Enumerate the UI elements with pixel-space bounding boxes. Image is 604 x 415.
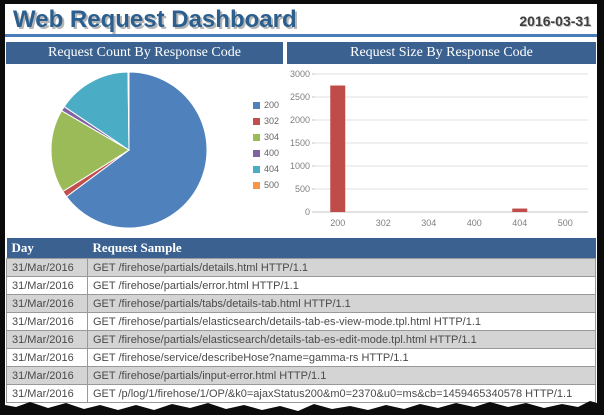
page-title: Web Request Dashboard: [13, 6, 297, 33]
dashboard-header: Web Request Dashboard 2016-03-31: [5, 4, 597, 34]
legend-label: 200: [263, 100, 279, 110]
bar-panel: Request Size By Response Code 0 500 1000 15…: [287, 42, 596, 230]
legend-label: 302: [263, 116, 279, 126]
svg-text:304: 304: [421, 218, 436, 228]
svg-text:2500: 2500: [290, 92, 310, 102]
legend-swatch: [252, 118, 260, 125]
day-cell: 31/Mar/2016: [6, 312, 88, 331]
day-cell: 31/Mar/2016: [6, 276, 88, 295]
svg-text:0: 0: [305, 207, 310, 217]
legend-swatch: [252, 102, 260, 109]
legend-swatch: [252, 134, 260, 141]
request-sample-cell: GET /firehose/service/describeHose?name=…: [87, 348, 596, 367]
pie-slice-304: [50, 110, 130, 193]
bar-200: [330, 85, 346, 212]
day-cell: 31/Mar/2016: [6, 294, 88, 313]
request-table: Day Request Sample 31/Mar/2016 GET /fireh…: [6, 238, 596, 403]
table-row: 31/Mar/2016 GET /firehose/partials/detail…: [6, 258, 596, 277]
request-sample-cell: GET /firehose/partials/elasticsearch/det…: [87, 312, 596, 331]
table-row: 31/Mar/2016 GET /firehose/partials/error.…: [6, 276, 596, 295]
svg-text:404: 404: [512, 218, 527, 228]
legend-swatch: [252, 182, 260, 189]
legend-item-200: 200: [252, 100, 279, 110]
pie-panel-title: Request Count By Response Code: [6, 42, 283, 64]
request-sample-cell: GET /firehose/partials/tabs/details-tab.…: [87, 294, 596, 313]
legend-label: 404: [263, 164, 279, 174]
table-row: 31/Mar/2016 GET /firehose/partials/tabs/d…: [6, 294, 596, 313]
svg-text:1000: 1000: [290, 161, 310, 171]
bar-panel-title: Request Size By Response Code: [287, 42, 596, 64]
pie-slice-404: [63, 71, 130, 151]
pie-slice-500: [127, 71, 130, 151]
day-cell: 31/Mar/2016: [6, 330, 88, 349]
day-cell: 31/Mar/2016: [6, 348, 88, 367]
legend-item-400: 400: [252, 148, 279, 158]
request-sample-cell: GET /p/log/1/firehose/1/OP/&k0=ajaxStatu…: [87, 384, 596, 403]
pie-legend: 200 302 304 400 404 500: [252, 100, 279, 190]
column-header-day: Day: [6, 238, 88, 259]
header-divider: [5, 34, 597, 37]
day-cell: 31/Mar/2016: [6, 366, 88, 385]
torn-paper-edge: [5, 401, 597, 415]
request-sample-cell: GET /firehose/partials/input-error.html …: [87, 366, 596, 385]
svg-text:500: 500: [295, 184, 310, 194]
legend-label: 400: [263, 148, 279, 158]
request-sample-cell: GET /firehose/partials/elasticsearch/det…: [87, 330, 596, 349]
bar-chart: 0 500 1000 1500 2000 2500 3000 200 302 304 400 404 5…: [290, 69, 588, 228]
svg-text:1500: 1500: [290, 138, 310, 148]
column-header-request-sample: Request Sample: [87, 238, 596, 259]
legend-label: 304: [263, 132, 279, 142]
day-cell: 31/Mar/2016: [6, 384, 88, 403]
pie-panel-body: 200 302 304 400 404 500: [6, 64, 283, 230]
day-cell: 31/Mar/2016: [6, 258, 88, 277]
table-header-row: Day Request Sample: [6, 238, 596, 259]
legend-swatch: [252, 166, 260, 173]
pie-chart: [50, 71, 208, 229]
table-row: 31/Mar/2016 GET /firehose/partials/elasti…: [6, 312, 596, 331]
svg-text:2000: 2000: [290, 115, 310, 125]
request-table-body: 31/Mar/2016 GET /firehose/partials/detail…: [6, 258, 596, 403]
table-row: 31/Mar/2016 GET /firehose/partials/input-…: [6, 366, 596, 385]
pie-slice-200: [65, 71, 208, 229]
bar-panel-body: 0 500 1000 1500 2000 2500 3000 200 302 304 400 404 5…: [287, 64, 596, 230]
table-row: 31/Mar/2016 GET /firehose/service/describ…: [6, 348, 596, 367]
table-row: 31/Mar/2016 GET /p/log/1/firehose/1/OP/&k…: [6, 384, 596, 403]
svg-text:400: 400: [467, 218, 482, 228]
svg-text:302: 302: [376, 218, 391, 228]
bar-404: [512, 208, 528, 212]
request-sample-cell: GET /firehose/partials/error.html HTTP/1…: [87, 276, 596, 295]
legend-swatch: [252, 150, 260, 157]
report-date: 2016-03-31: [519, 13, 591, 29]
legend-item-304: 304: [252, 132, 279, 142]
legend-item-404: 404: [252, 164, 279, 174]
svg-text:500: 500: [558, 218, 573, 228]
pie-panel: Request Count By Response Code 200 302 304…: [6, 42, 283, 230]
legend-label: 500: [263, 180, 279, 190]
legend-item-302: 302: [252, 116, 279, 126]
svg-text:3000: 3000: [290, 69, 310, 79]
request-sample-cell: GET /firehose/partials/details.html HTTP…: [87, 258, 596, 277]
table-row: 31/Mar/2016 GET /firehose/partials/elasti…: [6, 330, 596, 349]
legend-item-500: 500: [252, 180, 279, 190]
charts-row: Request Count By Response Code 200 302 304…: [5, 37, 597, 230]
svg-text:200: 200: [330, 218, 345, 228]
